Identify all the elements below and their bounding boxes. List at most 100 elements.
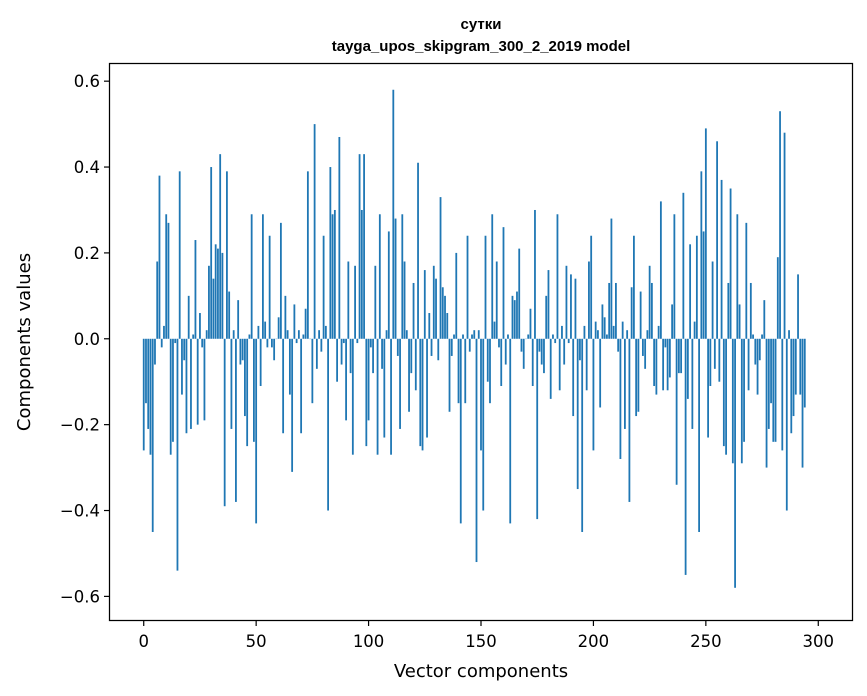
- bar-214: [624, 338, 626, 429]
- bar-3: [149, 338, 152, 455]
- bar-251: [707, 338, 709, 438]
- bar-91: [347, 261, 350, 339]
- bar-20: [187, 295, 190, 339]
- bar-115: [401, 214, 404, 339]
- bar-106: [381, 338, 383, 369]
- bar-206: [606, 334, 608, 339]
- bar-173: [531, 338, 534, 387]
- bar-64: [286, 330, 289, 339]
- bar-82: [327, 338, 329, 511]
- bar-290: [794, 338, 797, 395]
- bar-257: [720, 179, 723, 339]
- bar-207: [608, 282, 611, 339]
- bar-130: [435, 278, 437, 339]
- bar-80: [322, 235, 325, 339]
- bar-81: [324, 325, 327, 339]
- bar-127: [428, 313, 431, 339]
- x-tick-label: 150: [465, 632, 497, 651]
- bar-126: [426, 338, 428, 438]
- bar-57: [270, 338, 273, 348]
- bar-5: [154, 338, 156, 365]
- bar-107: [383, 338, 386, 438]
- bar-54: [264, 321, 267, 339]
- bar-102: [372, 338, 374, 374]
- bar-183: [554, 338, 557, 344]
- bar-278: [767, 338, 770, 429]
- bar-10: [165, 214, 168, 339]
- bar-241: [684, 338, 687, 575]
- bar-293: [801, 338, 804, 468]
- bar-277: [765, 338, 768, 468]
- bar-72: [304, 308, 307, 339]
- bar-172: [529, 308, 532, 339]
- bar-46: [246, 338, 249, 447]
- bar-211: [617, 338, 620, 352]
- bar-105: [378, 214, 381, 339]
- bar-73: [306, 171, 309, 339]
- bar-109: [387, 231, 390, 339]
- bar-213: [621, 321, 624, 339]
- bar-86: [336, 338, 338, 382]
- bar-15: [176, 338, 179, 571]
- bar-195: [581, 338, 584, 532]
- bar-114: [399, 338, 401, 429]
- bar-14: [174, 338, 177, 344]
- y-tick-label: −0.6: [60, 587, 100, 606]
- bar-68: [295, 338, 298, 344]
- bar-27: [203, 338, 206, 421]
- bar-99: [365, 338, 368, 447]
- bar-129: [432, 265, 435, 339]
- y-tick-label: 0.2: [74, 244, 100, 263]
- bar-18: [183, 338, 186, 361]
- bar-186: [561, 325, 563, 339]
- bar-272: [754, 338, 757, 365]
- bar-48: [250, 214, 253, 339]
- bar-240: [682, 192, 685, 339]
- bar-69: [297, 330, 300, 339]
- bar-265: [738, 304, 741, 339]
- bar-242: [686, 338, 689, 399]
- bar-128: [430, 338, 433, 356]
- bar-236: [673, 214, 676, 339]
- bar-188: [565, 265, 568, 339]
- bar-141: [459, 338, 462, 524]
- bar-4: [151, 338, 154, 532]
- bar-253: [711, 261, 714, 339]
- bar-235: [671, 304, 674, 339]
- bar-215: [626, 330, 629, 339]
- bar-136: [448, 338, 451, 412]
- bar-13: [172, 338, 174, 442]
- bar-103: [374, 265, 377, 339]
- bar-58: [273, 338, 276, 361]
- bar-100: [367, 338, 370, 421]
- bar-231: [662, 338, 665, 391]
- x-tick-label: 250: [690, 632, 722, 651]
- bar-25: [199, 313, 201, 339]
- bar-259: [725, 338, 727, 455]
- bar-34: [219, 154, 222, 339]
- bar-222: [641, 338, 644, 356]
- bar-244: [691, 338, 694, 429]
- bar-1: [145, 338, 147, 404]
- bar-168: [520, 338, 523, 352]
- bar-40: [232, 330, 235, 339]
- bar-174: [534, 209, 536, 339]
- bar-283: [779, 111, 781, 339]
- bar-196: [583, 325, 586, 339]
- bars-group: [142, 89, 806, 588]
- bar-177: [540, 338, 543, 365]
- bar-189: [567, 338, 570, 344]
- bar-268: [745, 222, 748, 339]
- bar-12: [169, 338, 172, 455]
- bar-239: [680, 338, 683, 374]
- bar-291: [797, 274, 799, 339]
- bar-233: [666, 338, 669, 391]
- bar-11: [167, 222, 170, 339]
- bar-274: [758, 338, 761, 361]
- bar-147: [473, 330, 476, 339]
- bar-118: [408, 338, 410, 412]
- bar-30: [210, 167, 213, 339]
- bar-167: [518, 248, 521, 339]
- bar-52: [259, 338, 262, 387]
